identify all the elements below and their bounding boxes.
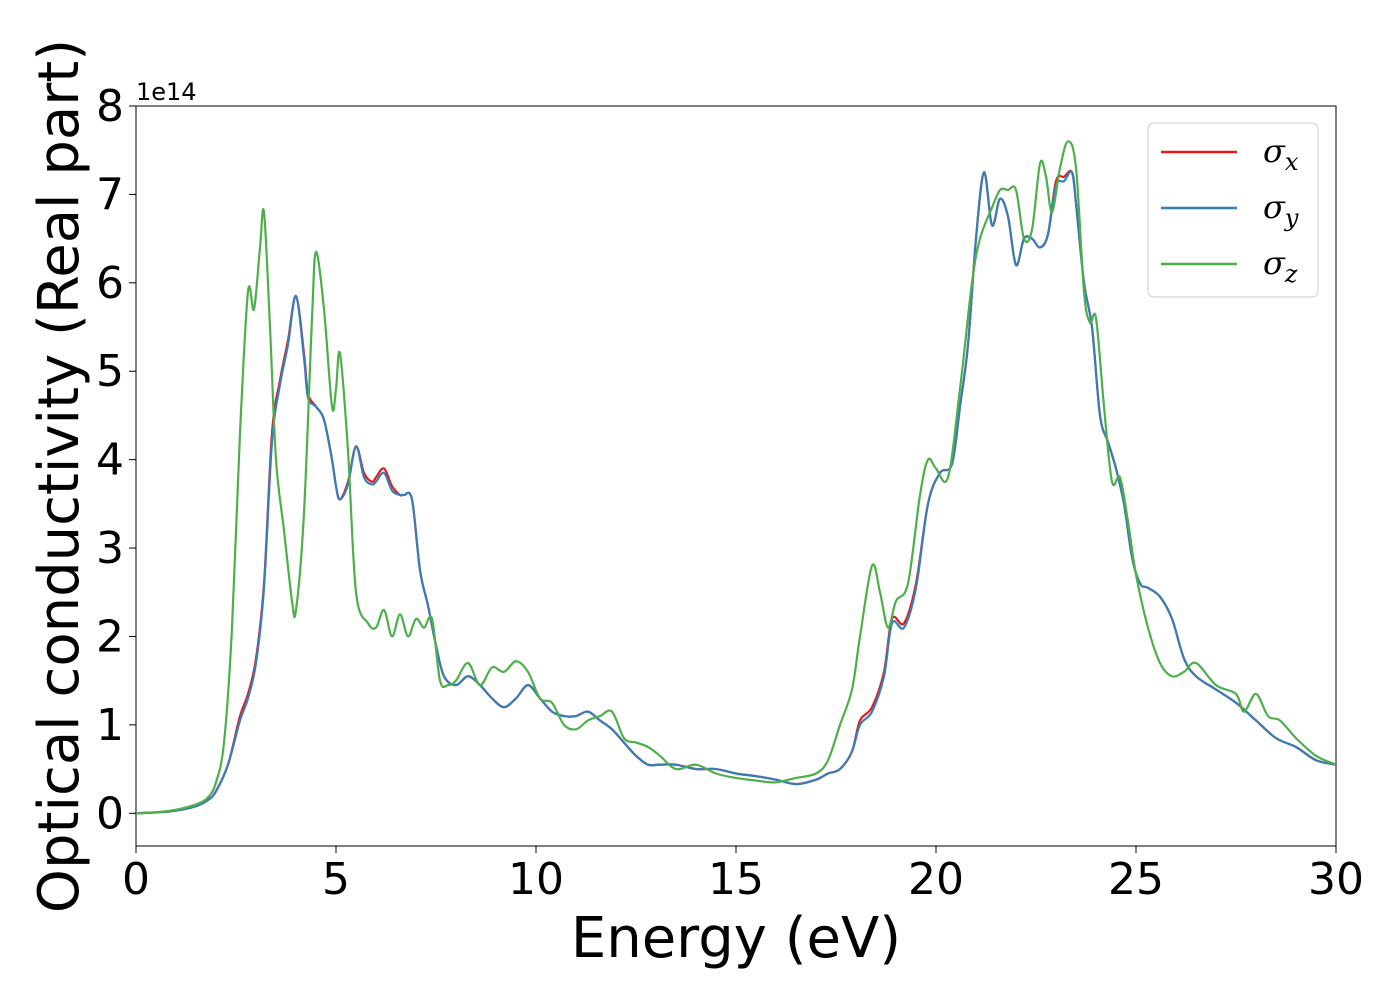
x-axis-ticks: 0 5 10 15 20 25 30 [122, 846, 1364, 905]
x-tick-label: 30 [1308, 854, 1364, 905]
legend-frame [1147, 122, 1319, 298]
y-axis-offset-label: 1e14 [136, 78, 197, 106]
y-tick-label: 7 [96, 169, 124, 220]
legend-label-z: σz [1263, 244, 1298, 288]
series-line-z [136, 140, 1336, 815]
x-tick-label: 25 [1108, 854, 1164, 905]
y-axis-label: Optical conductivity (Real part) [27, 39, 92, 913]
legend-label-y: σy [1263, 188, 1299, 232]
y-tick-label: 5 [96, 346, 124, 397]
y-tick-label: 6 [96, 258, 124, 309]
y-tick-label: 1 [96, 700, 124, 751]
x-tick-label: 15 [708, 854, 764, 905]
series-layer [136, 140, 1336, 815]
x-tick-label: 10 [508, 854, 564, 905]
series-line-y [136, 170, 1336, 815]
y-tick-label: 4 [96, 435, 124, 486]
x-tick-label: 20 [908, 854, 964, 905]
legend-label-x: σx [1263, 132, 1299, 176]
x-tick-label: 0 [122, 854, 150, 905]
x-axis-label: Energy (eV) [571, 906, 901, 971]
y-tick-label: 2 [96, 611, 124, 662]
y-tick-label: 3 [96, 523, 124, 574]
legend: σx σy σz [1147, 122, 1319, 298]
y-tick-label: 8 [96, 81, 124, 132]
x-tick-label: 5 [322, 854, 350, 905]
y-tick-label: 0 [96, 788, 124, 839]
y-axis-ticks: 0 1 2 3 4 5 6 7 8 [96, 81, 136, 839]
